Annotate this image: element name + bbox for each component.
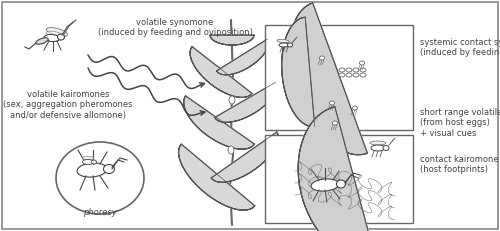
Text: volatile kairomones
(sex, aggregation pheromones
and/or defensive allomone): volatile kairomones (sex, aggregation ph… [4,90,133,120]
Polygon shape [211,132,278,182]
Ellipse shape [332,121,338,125]
Polygon shape [290,3,368,155]
Ellipse shape [353,73,359,77]
Ellipse shape [36,38,48,44]
Polygon shape [214,82,276,122]
Polygon shape [298,107,375,231]
Ellipse shape [46,27,68,36]
Ellipse shape [339,73,345,77]
Ellipse shape [353,68,359,72]
Ellipse shape [288,43,292,47]
Ellipse shape [336,180,345,188]
Ellipse shape [82,159,94,164]
Polygon shape [216,39,268,75]
Bar [265,25,413,130]
Ellipse shape [228,146,234,154]
Ellipse shape [104,164,115,173]
Ellipse shape [277,40,289,43]
Text: phoresy: phoresy [83,208,117,217]
Ellipse shape [371,145,385,151]
Ellipse shape [370,141,386,145]
Ellipse shape [82,156,94,159]
Ellipse shape [360,61,364,65]
Ellipse shape [346,68,352,72]
Ellipse shape [330,101,334,105]
Polygon shape [184,96,254,149]
Ellipse shape [346,73,352,77]
Ellipse shape [360,68,366,72]
Ellipse shape [279,43,289,47]
Text: short range volatile kairomone
(from host eggs)
+ visual cues: short range volatile kairomone (from hos… [420,108,500,138]
Polygon shape [210,35,254,45]
Ellipse shape [92,160,96,164]
Ellipse shape [383,146,389,151]
Polygon shape [282,17,315,127]
Ellipse shape [58,34,64,40]
Ellipse shape [320,56,324,60]
Bar [265,135,413,223]
Ellipse shape [339,68,345,72]
Polygon shape [178,144,255,210]
Ellipse shape [77,163,107,177]
Text: contact kairomone
(host footprints): contact kairomone (host footprints) [420,155,498,174]
Ellipse shape [360,73,366,77]
Ellipse shape [229,96,235,104]
Ellipse shape [44,34,60,42]
Ellipse shape [311,179,339,191]
Text: volatile synomone
(induced by feeding and oviposition): volatile synomone (induced by feeding an… [98,18,252,37]
Polygon shape [190,47,252,97]
Ellipse shape [352,106,358,110]
Ellipse shape [46,31,62,37]
Text: systemic contact synomone
(induced by feeding and/or oviposition): systemic contact synomone (induced by fe… [420,38,500,57]
Ellipse shape [56,142,144,214]
